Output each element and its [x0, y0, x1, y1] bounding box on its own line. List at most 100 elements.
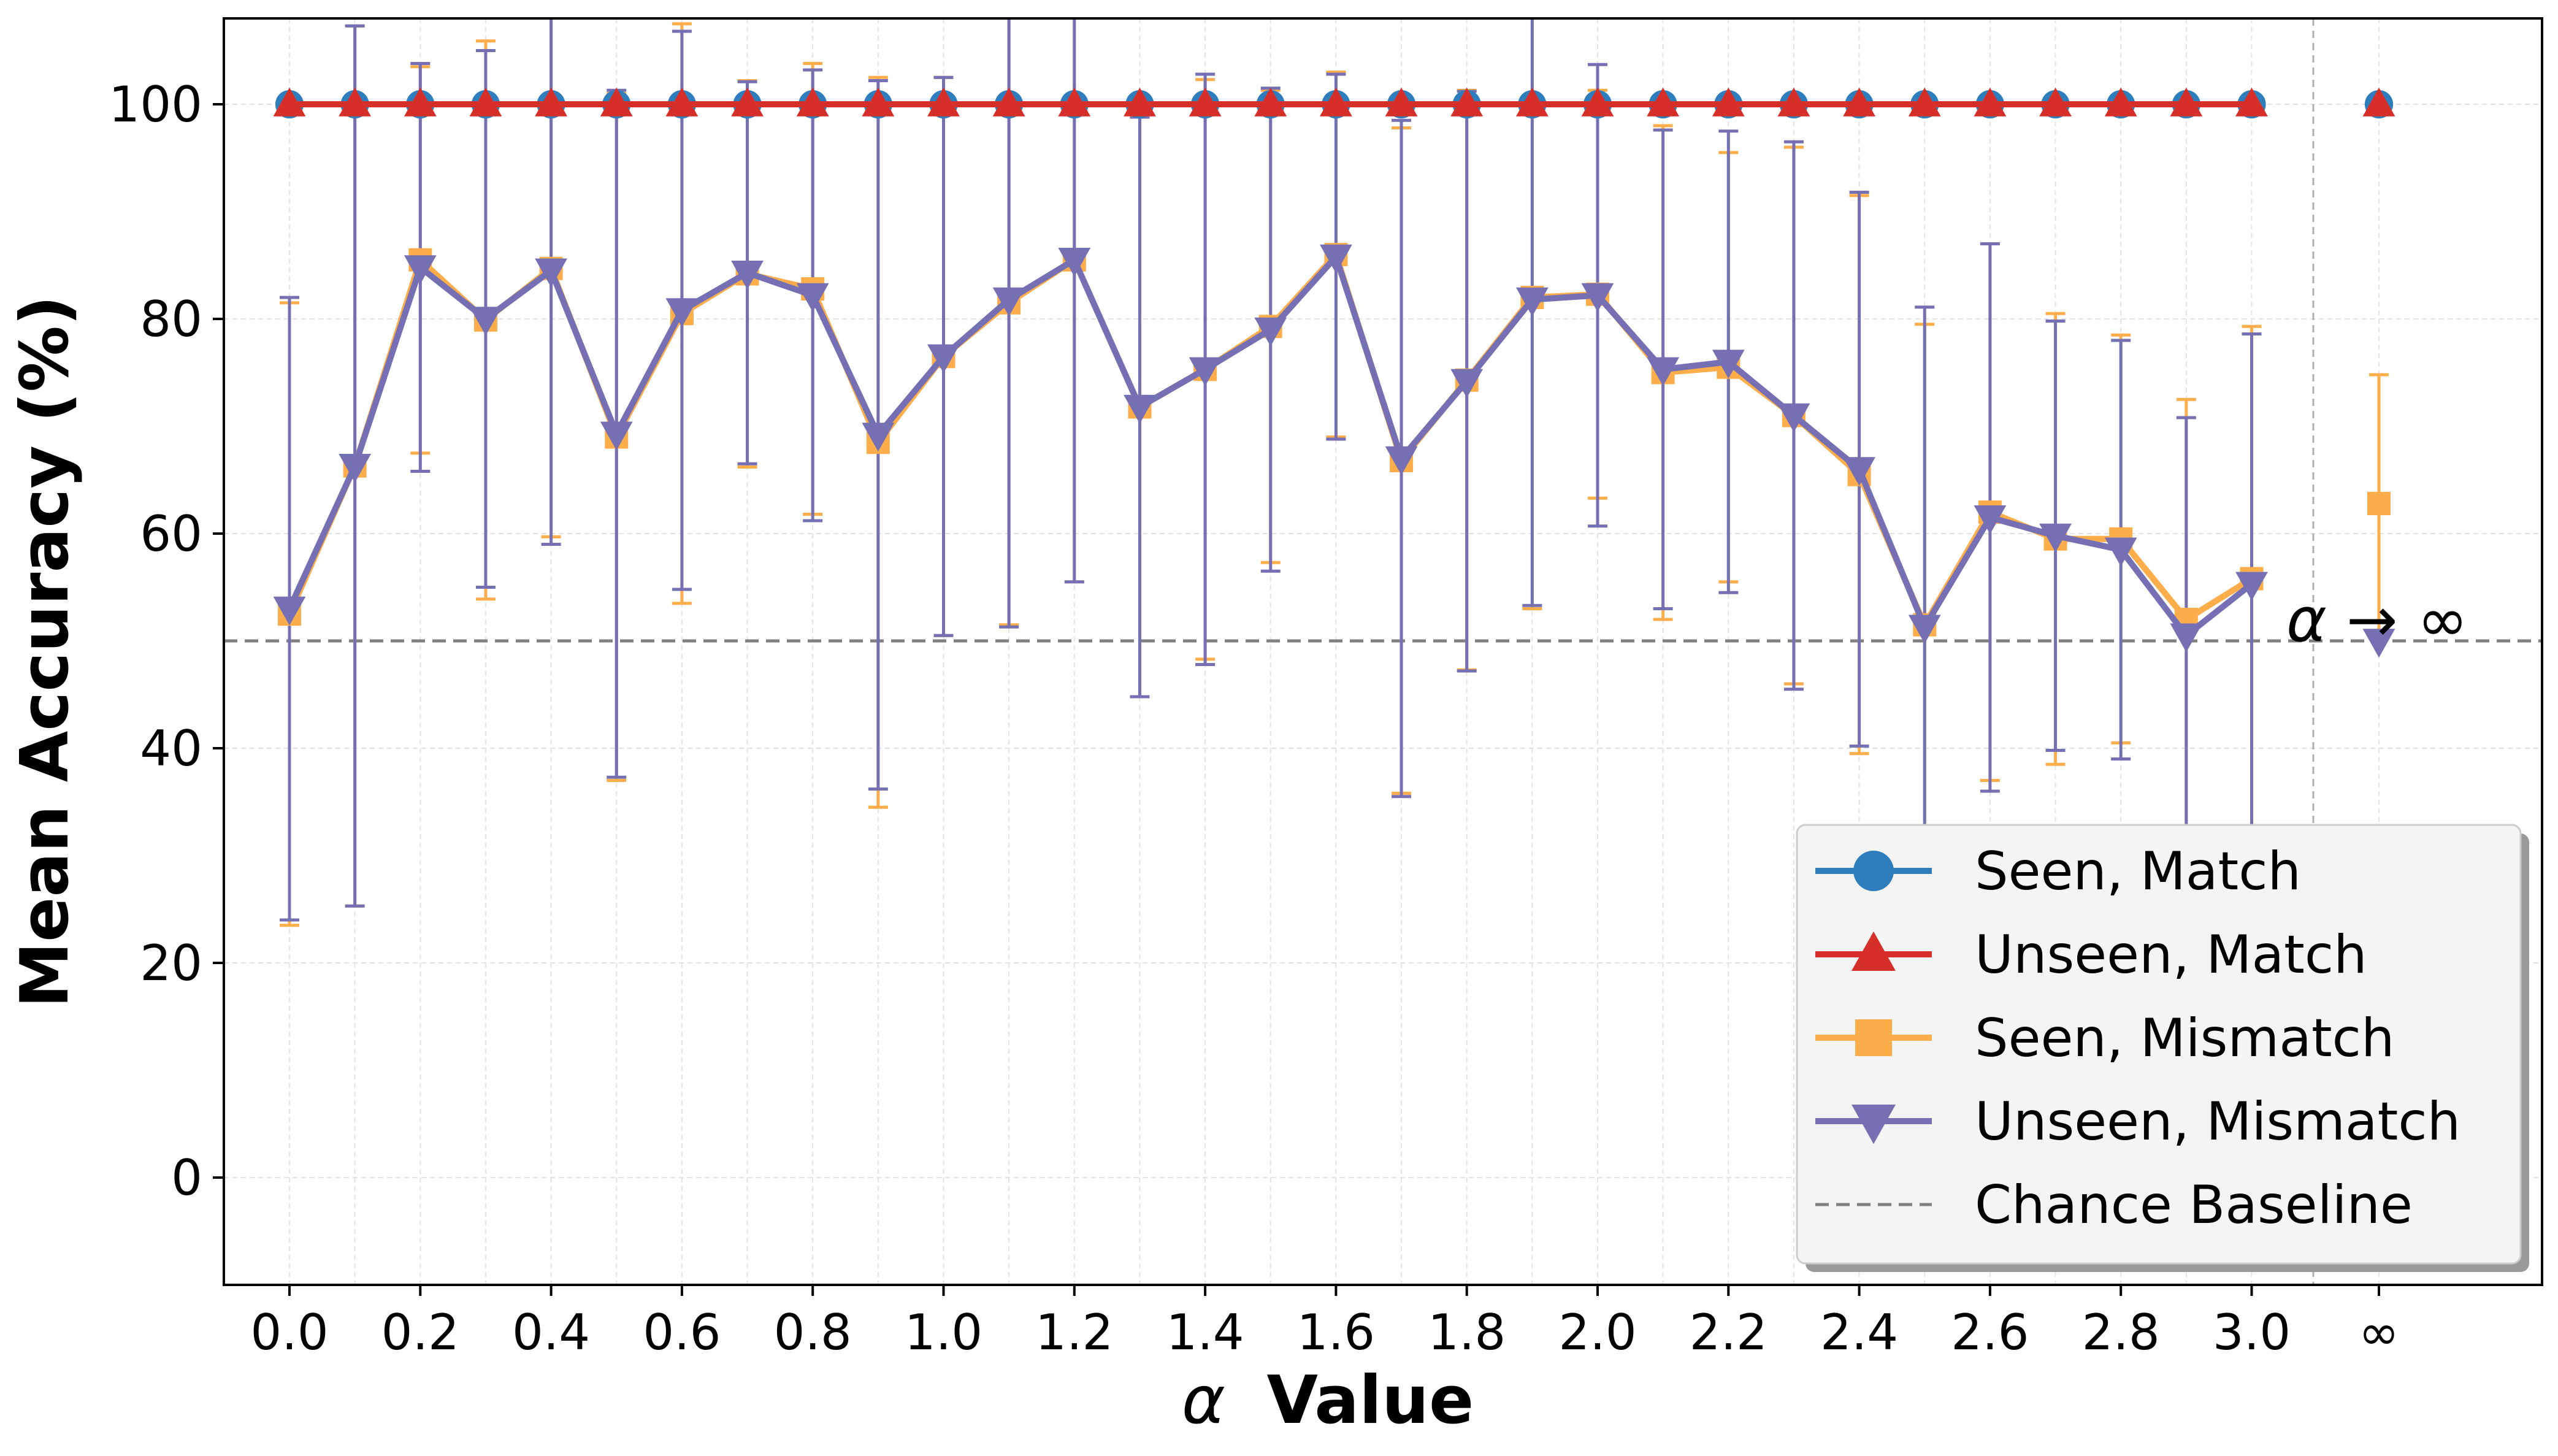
data-point [1843, 87, 1875, 117]
data-point [796, 87, 829, 117]
data-point [2235, 572, 2268, 601]
data-point [1843, 457, 1875, 486]
data-point [1974, 505, 2007, 535]
data-point [731, 87, 764, 117]
x-axis-label-symbol: α [1182, 1362, 1225, 1439]
plot-frame [223, 17, 2543, 1286]
data-point [600, 87, 633, 117]
data-point [1189, 357, 1222, 386]
data-point [1320, 87, 1352, 117]
legend-marker [1855, 1019, 1892, 1056]
error-bar [1064, 18, 1084, 584]
data-point [1124, 87, 1156, 117]
data-point [992, 87, 1025, 117]
data-point-infinity [2362, 87, 2395, 117]
legend-box [1796, 824, 2522, 1265]
legend-entry: Seen, Match [1815, 841, 2301, 902]
legend-entry: Unseen, Match [1815, 924, 2367, 986]
data-point [273, 596, 306, 626]
x-tick-label: 2.6 [1951, 1304, 2029, 1361]
data-point [1908, 87, 1941, 117]
legend-label: Unseen, Match [1975, 924, 2367, 986]
data-point [339, 453, 372, 483]
series-layer [273, 87, 2395, 658]
y-tick-label: 60 [140, 505, 202, 562]
error-bar-layer [280, 18, 2389, 949]
data-point [1254, 317, 1287, 347]
x-tick-label: 2.0 [1558, 1304, 1636, 1361]
data-point [862, 423, 895, 452]
data-point [1712, 87, 1745, 117]
legend-entry: Chance Baseline [1815, 1174, 2413, 1236]
data-point [796, 283, 829, 312]
x-tick-label: 2.2 [1690, 1304, 1767, 1361]
y-axis-label: Mean Accuracy (%) [7, 296, 83, 1008]
legend-entry: Unseen, Mismatch [1815, 1091, 2460, 1152]
data-point [1254, 87, 1287, 117]
legend-marker [1851, 931, 1896, 971]
data-point [2104, 537, 2137, 567]
x-tick-label: 0.6 [643, 1304, 721, 1361]
y-tick-label: 0 [171, 1149, 202, 1206]
data-point [1320, 244, 1352, 274]
x-tick-label: 2.4 [1820, 1304, 1898, 1361]
data-point [1058, 247, 1091, 277]
data-point [665, 298, 699, 328]
data-point [1581, 87, 1614, 117]
x-tick-label: 0.8 [774, 1304, 852, 1361]
x-tick-label: 0.2 [381, 1304, 459, 1361]
data-point [2235, 87, 2268, 117]
data-point [1515, 287, 1549, 316]
data-point [862, 87, 895, 117]
legend-label: Chance Baseline [1975, 1174, 2413, 1236]
data-point [1515, 87, 1549, 117]
series-unseen-match [273, 87, 2395, 117]
data-point [469, 307, 502, 336]
data-point [2039, 523, 2072, 553]
data-point [992, 287, 1025, 316]
x-tick-label: 2.8 [2082, 1304, 2160, 1361]
y-tick-label: 80 [140, 291, 202, 348]
data-point [1124, 394, 1156, 424]
legend-label: Unseen, Mismatch [1975, 1091, 2460, 1152]
data-point [1450, 87, 1484, 117]
legend: Seen, Match Unseen, Match Seen, Mismatch Un… [1796, 824, 2529, 1272]
x-axis-label: α Value [1182, 1362, 1474, 1439]
alpha-infinity-annotation: α → ∞ [2286, 584, 2468, 656]
data-point [1385, 446, 1418, 475]
data-point [1777, 403, 1810, 432]
y-tick-label: 40 [140, 720, 202, 777]
x-tick-label: 1.6 [1297, 1304, 1375, 1361]
data-point [927, 344, 960, 374]
legend-marker [1851, 1105, 1896, 1144]
data-point [1385, 87, 1418, 117]
data-point [1712, 350, 1745, 379]
x-tick-label: 1.8 [1428, 1304, 1506, 1361]
data-point-infinity [2362, 629, 2395, 658]
data-point [2104, 87, 2137, 117]
x-tick-label: 1.4 [1166, 1304, 1244, 1361]
x-axis-label-text: Value [1267, 1362, 1474, 1439]
data-point [2170, 87, 2203, 117]
legend-label: Seen, Match [1975, 841, 2301, 902]
data-point [1647, 87, 1680, 117]
data-point [1189, 87, 1222, 117]
data-point [1647, 357, 1680, 386]
data-point [339, 87, 372, 117]
data-point [535, 87, 567, 117]
tick-layer: 0 20 40 60 80 100 0.0 0.2 0.4 0.6 0.8 1.0 1.2 1.4 1.6 1… [109, 76, 2399, 1361]
series-unseen-mismatch [273, 244, 2395, 658]
data-point [1908, 615, 1941, 644]
legend-label: Seen, Mismatch [1975, 1008, 2394, 1069]
data-point [600, 421, 633, 451]
data-point [1974, 87, 2007, 117]
y-tick-label: 20 [140, 935, 202, 992]
data-point [731, 260, 764, 290]
legend-marker [1853, 851, 1894, 891]
data-point [404, 255, 437, 285]
data-point [1777, 87, 1810, 117]
data-point [1058, 87, 1091, 117]
data-point [927, 87, 960, 117]
data-point [2170, 623, 2203, 653]
